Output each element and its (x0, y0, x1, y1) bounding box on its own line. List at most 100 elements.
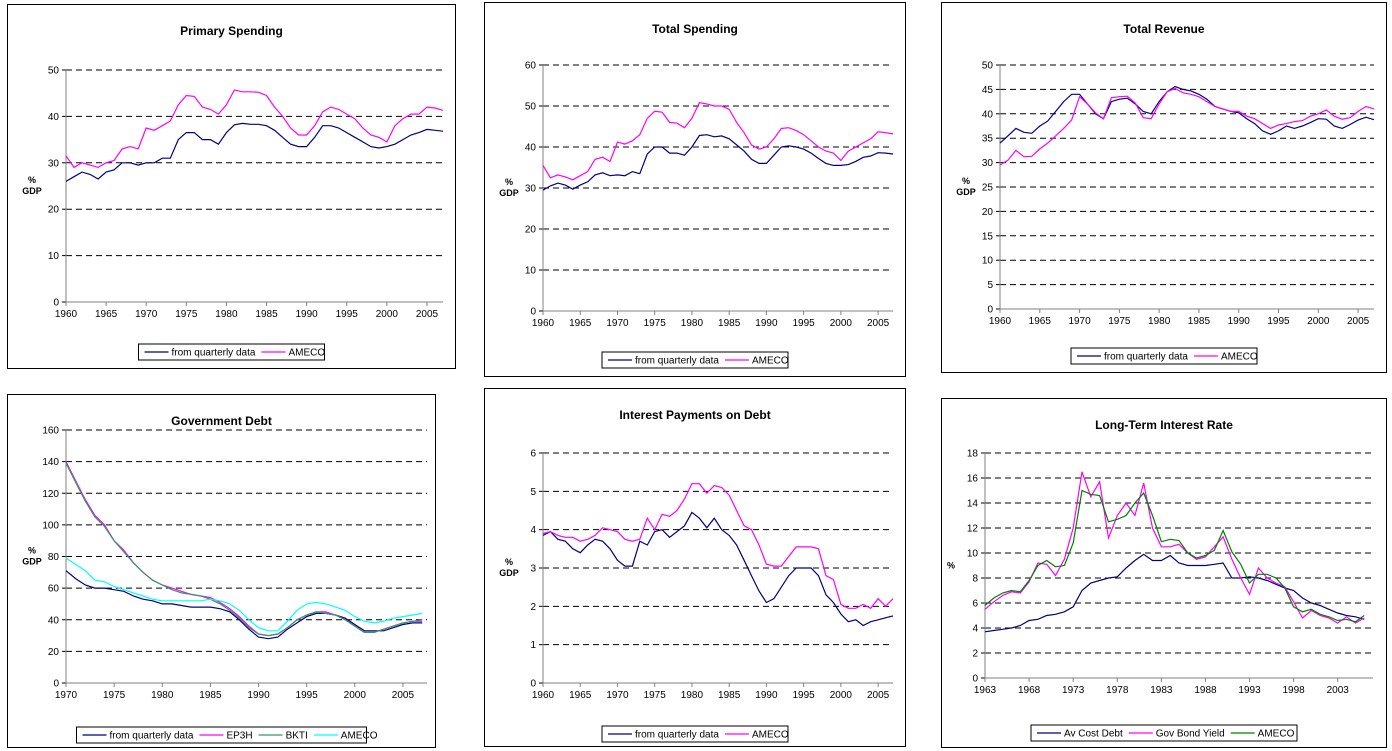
legend-label: from quarterly data (635, 730, 719, 741)
x-tick-label: 1960 (989, 316, 1012, 327)
legend-label: AMECO (341, 731, 378, 742)
chart-panel-long-term-interest-rate: Long-Term Interest Rate 0 2 4 6 8 10 12 14 16 18 19… (941, 398, 1387, 748)
x-tick-label: 2005 (392, 690, 415, 701)
y-axis-label: % GDP (499, 177, 519, 198)
chart-total-revenue: Total Revenue 0 5 10 15 20 25 30 35 40 45 50 1960 196… (956, 22, 1375, 365)
x-tick-label: 1985 (718, 690, 741, 701)
legend (601, 725, 789, 743)
y-axis-label: % GDP (22, 546, 42, 567)
y-tick-label: 50 (48, 66, 60, 77)
chart-title: Long-Term Interest Rate (1095, 418, 1233, 432)
y-tick-label: 100 (42, 520, 59, 531)
chart-interest-payments: Interest Payments on Debt 0 1 2 3 4 5 6 1960 1965… (499, 408, 894, 743)
y-tick-label: 45 (982, 85, 994, 96)
y-tick-label: 60 (525, 61, 537, 72)
series-line-gov-bond-yield (984, 471, 1365, 624)
x-tick-label: 1975 (175, 309, 198, 320)
chart-total-spending: Total Spending 0 10 20 30 40 50 60 1960 1965 1970 1… (499, 22, 894, 369)
y-tick-label: 25 (982, 183, 994, 194)
y-tick-label: 14 (967, 499, 979, 510)
x-tick-label: 1993 (1238, 685, 1261, 696)
y-axis-label: % GDP (499, 557, 519, 578)
x-tick-label: 1960 (532, 690, 555, 701)
series-line-from-quarterly-data (542, 134, 894, 191)
chart-panel-government-debt: Government Debt 0 20 40 60 80 100 120 140 160 1970… (7, 394, 436, 748)
chart-government-debt: Government Debt 0 20 40 60 80 100 120 140 160 1970… (22, 414, 427, 744)
y-tick-label: 40 (48, 615, 60, 626)
chart-primary-spending: Primary Spending 0 10 20 30 40 50 1960 1965 1970 1… (22, 24, 444, 361)
x-tick-label: 1965 (569, 318, 592, 329)
legend (1030, 724, 1298, 742)
y-tick-label: 1 (530, 640, 536, 651)
x-tick-label: 2000 (344, 690, 367, 701)
y-axis-label: % GDP (22, 175, 42, 196)
y-tick-label: 3 (530, 564, 536, 575)
x-tick-label: 1970 (1068, 316, 1091, 327)
y-tick-label: 5 (530, 487, 536, 498)
series-line-bkti (65, 462, 423, 637)
x-tick-label: 1980 (681, 318, 704, 329)
x-tick-label: 1965 (95, 309, 118, 320)
y-tick-label: 4 (530, 525, 536, 536)
y-tick-label: 0 (530, 679, 536, 690)
y-tick-label: 0 (53, 679, 59, 690)
y-tick-label: 0 (972, 674, 978, 685)
legend-label: from quarterly data (110, 731, 194, 742)
y-tick-label: 16 (967, 474, 979, 485)
y-tick-label: 10 (525, 266, 537, 277)
x-tick-label: 1975 (103, 690, 126, 701)
x-tick-label: 1970 (606, 690, 629, 701)
x-tick-label: 1995 (793, 318, 816, 329)
x-tick-label: 1990 (1228, 316, 1251, 327)
x-tick-label: 2005 (416, 309, 439, 320)
y-tick-label: 80 (48, 552, 60, 563)
legend-label: AMECO (288, 348, 325, 359)
x-tick-label: 1975 (1108, 316, 1131, 327)
y-tick-label: 40 (525, 143, 537, 154)
y-tick-label: 20 (982, 207, 994, 218)
legend (138, 343, 325, 361)
x-tick-label: 1980 (151, 690, 174, 701)
x-tick-label: 1963 (974, 685, 997, 696)
y-tick-label: 50 (525, 102, 537, 113)
chart-panel-total-spending: Total Spending 0 10 20 30 40 50 60 1960 1965 1970 1… (484, 2, 906, 377)
series-line-ameco (65, 557, 423, 632)
y-tick-label: 30 (982, 158, 994, 169)
series-line-ep3h (65, 461, 423, 637)
y-tick-label: 15 (982, 231, 994, 242)
x-tick-label: 2003 (1327, 685, 1350, 696)
y-tick-label: 18 (967, 449, 979, 460)
y-tick-label: 6 (530, 449, 536, 460)
y-tick-label: 20 (48, 205, 60, 216)
chart-title: Government Debt (171, 414, 272, 428)
series-line-from-quarterly-data (999, 85, 1375, 144)
y-tick-label: 0 (53, 298, 59, 309)
series-line-from-quarterly-data (65, 122, 444, 182)
y-tick-label: 120 (42, 489, 59, 500)
y-tick-label: 50 (982, 61, 994, 72)
y-tick-label: 20 (48, 647, 60, 658)
x-tick-label: 1965 (569, 690, 592, 701)
y-tick-label: 20 (525, 225, 537, 236)
legend-label: BKTI (286, 731, 308, 742)
y-tick-label: 10 (48, 251, 60, 262)
chart-title: Total Revenue (1123, 22, 1204, 36)
legend-label: Gov Bond Yield (1156, 729, 1225, 740)
x-tick-label: 1973 (1062, 685, 1085, 696)
y-axis-label: % GDP (956, 176, 976, 197)
x-tick-label: 1970 (606, 318, 629, 329)
x-tick-label: 1983 (1150, 685, 1173, 696)
y-tick-label: 30 (48, 158, 60, 169)
y-tick-label: 140 (42, 457, 59, 468)
y-tick-label: 40 (982, 109, 994, 120)
y-axis-label: % (947, 561, 955, 571)
x-tick-label: 1970 (55, 690, 78, 701)
y-tick-label: 2 (972, 649, 978, 660)
x-tick-label: 1995 (1267, 316, 1290, 327)
y-tick-label: 2 (530, 602, 536, 613)
x-tick-label: 1985 (1188, 316, 1211, 327)
x-tick-label: 1998 (1283, 685, 1306, 696)
x-tick-label: 1960 (55, 309, 78, 320)
x-tick-label: 2000 (830, 690, 853, 701)
y-tick-label: 5 (987, 280, 993, 291)
